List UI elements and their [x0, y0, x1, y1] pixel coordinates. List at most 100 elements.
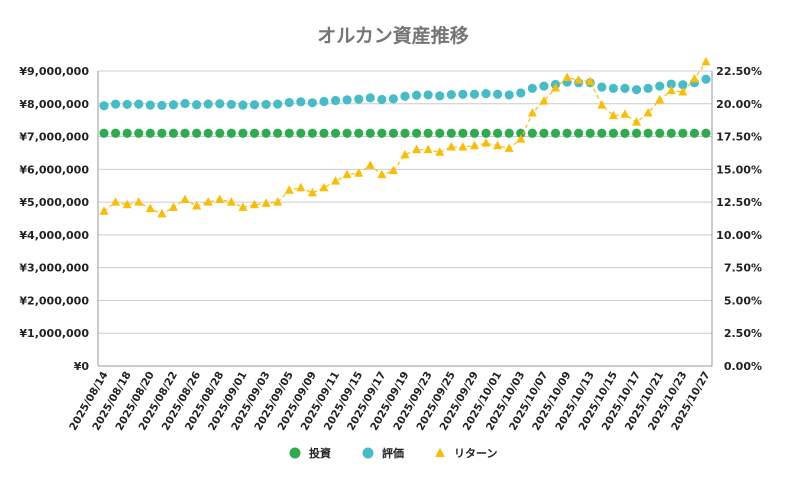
- data-point: [261, 198, 271, 207]
- data-point: [99, 128, 109, 138]
- legend-marker: [435, 448, 445, 457]
- data-point: [527, 83, 537, 93]
- data-point: [168, 202, 178, 211]
- right-tick-label: 0.00%: [724, 360, 762, 373]
- data-point: [400, 128, 410, 138]
- data-point: [330, 95, 341, 106]
- data-point: [319, 182, 329, 192]
- data-point: [585, 128, 595, 138]
- gridlines: [97, 70, 713, 367]
- legend-label: 投資: [309, 446, 331, 460]
- data-point: [446, 90, 456, 100]
- data-point: [481, 89, 491, 99]
- data-point: [678, 128, 688, 138]
- data-point: [365, 93, 375, 103]
- data-point: [551, 83, 560, 92]
- data-point: [608, 110, 618, 120]
- data-point: [134, 197, 144, 206]
- data-point: [192, 128, 202, 138]
- data-point: [377, 128, 387, 138]
- data-point: [597, 82, 607, 92]
- left-tick-label: ¥7,000,000: [19, 131, 89, 144]
- data-point: [631, 128, 642, 138]
- data-point: [226, 197, 236, 206]
- data-point: [411, 90, 422, 100]
- data-point: [319, 128, 329, 138]
- data-point: [446, 128, 456, 138]
- data-point: [226, 128, 236, 138]
- data-point: [284, 185, 294, 194]
- data-point: [203, 99, 213, 109]
- data-point: [423, 128, 433, 138]
- data-point: [273, 99, 283, 109]
- data-point: [655, 94, 665, 104]
- data-point: [365, 128, 375, 138]
- data-point: [157, 100, 167, 111]
- right-tick-label: 5.00%: [724, 294, 762, 307]
- data-point: [689, 128, 700, 138]
- right-tick-label: 7.50%: [724, 262, 762, 275]
- data-point: [342, 169, 352, 179]
- data-point: [388, 94, 399, 104]
- right-tick-label: 15.00%: [716, 163, 762, 176]
- left-tick-label: ¥0: [74, 360, 90, 373]
- data-point: [122, 99, 132, 110]
- data-point: [249, 100, 260, 110]
- data-point: [273, 128, 283, 138]
- data-point: [99, 101, 109, 111]
- data-point: [435, 147, 445, 156]
- data-point: [539, 96, 549, 105]
- data-point: [597, 100, 607, 109]
- data-point: [273, 197, 283, 206]
- data-point: [365, 160, 375, 169]
- data-point: [458, 142, 468, 151]
- right-tick-label: 22.50%: [716, 65, 762, 78]
- data-point: [249, 128, 260, 138]
- data-point: [330, 128, 341, 138]
- data-point: [412, 144, 422, 154]
- data-point: [527, 107, 537, 117]
- data-point: [574, 75, 584, 84]
- left-tick-label: ¥2,000,000: [19, 294, 89, 307]
- legend-marker: [362, 447, 374, 459]
- data-point: [608, 128, 618, 138]
- data-point: [481, 138, 491, 147]
- legend-label: リターン: [454, 447, 497, 460]
- data-point: [168, 100, 179, 110]
- data-point: [261, 99, 271, 110]
- data-point: [192, 100, 202, 110]
- data-point: [493, 128, 503, 138]
- series-リターン: [99, 56, 711, 218]
- x-axis-ticks: 2025/08/142025/08/182025/08/202025/08/22…: [67, 369, 712, 432]
- data-point: [469, 89, 480, 99]
- data-point: [284, 97, 294, 108]
- data-point: [307, 98, 317, 108]
- data-point: [481, 128, 491, 138]
- left-tick-label: ¥5,000,000: [19, 196, 89, 209]
- data-point: [400, 91, 410, 101]
- data-point: [145, 100, 155, 110]
- data-point: [145, 203, 155, 213]
- left-tick-label: ¥8,000,000: [19, 98, 89, 111]
- data-point: [458, 89, 468, 99]
- data-point: [215, 128, 225, 138]
- data-point: [307, 187, 317, 197]
- data-point: [110, 128, 121, 138]
- data-point: [458, 128, 468, 138]
- legend-marker: [289, 447, 301, 459]
- data-point: [250, 199, 259, 209]
- data-point: [493, 140, 503, 150]
- data-point: [319, 96, 329, 107]
- data-point: [388, 165, 398, 175]
- data-point: [203, 128, 213, 138]
- data-point: [342, 128, 352, 138]
- data-point: [689, 73, 699, 83]
- data-point: [354, 128, 364, 138]
- data-point: [666, 85, 676, 95]
- left-tick-label: ¥3,000,000: [19, 262, 89, 275]
- data-point: [354, 94, 364, 104]
- left-tick-label: ¥4,000,000: [19, 229, 89, 242]
- data-point: [550, 128, 561, 138]
- data-point: [411, 128, 422, 138]
